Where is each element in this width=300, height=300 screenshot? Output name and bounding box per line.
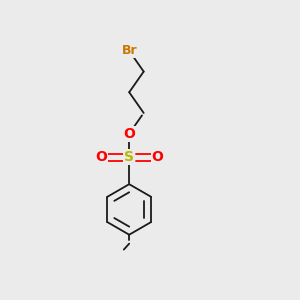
Text: Br: Br (122, 44, 137, 57)
Text: O: O (95, 150, 107, 164)
Text: S: S (124, 150, 134, 164)
Text: O: O (123, 127, 135, 141)
Text: O: O (152, 150, 164, 164)
